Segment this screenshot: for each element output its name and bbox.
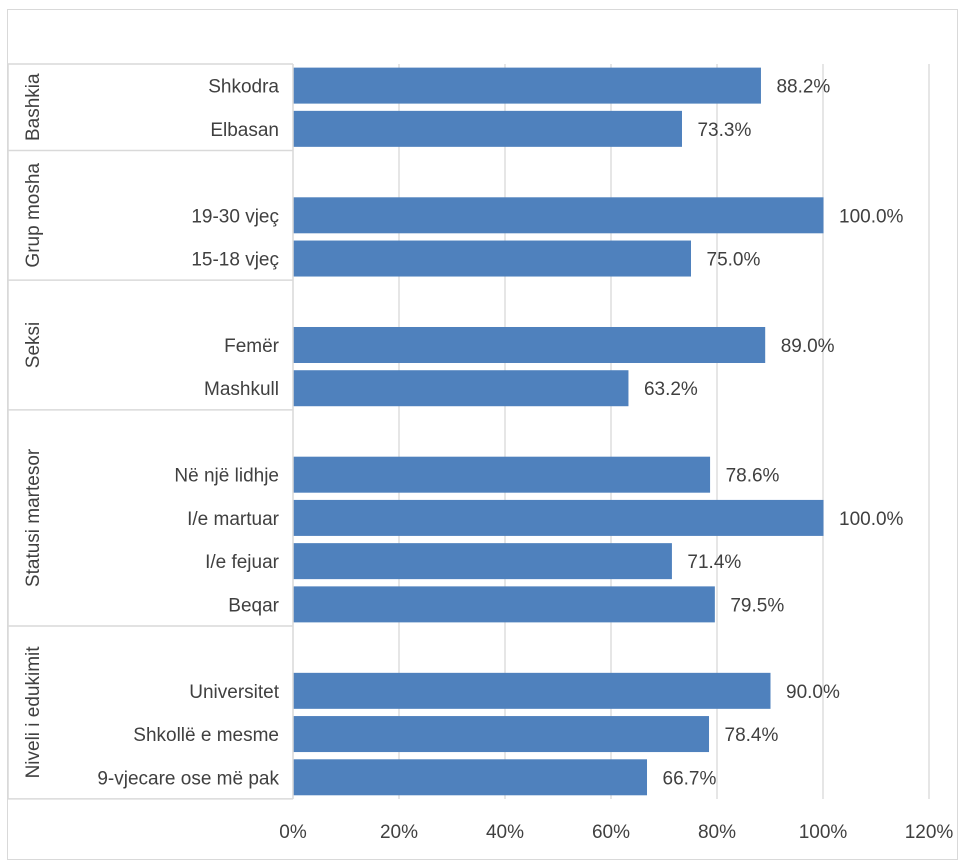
- group-labels: Bashkia Grup mosha Seksi Statusi martesor Ni…: [23, 73, 44, 778]
- category-label: 19-30 vjeç: [191, 206, 279, 227]
- data-label: 75.0%: [707, 250, 761, 271]
- bar: [293, 543, 672, 580]
- bar: [293, 67, 761, 104]
- category-label: Elbasan: [210, 120, 279, 141]
- bar: [293, 586, 715, 623]
- x-tick-label: 100%: [799, 822, 848, 843]
- group-label: Seksi: [23, 322, 44, 368]
- group-label: Niveli i edukimit: [23, 646, 44, 779]
- category-label: Universitet: [189, 682, 279, 703]
- data-label: 63.2%: [644, 379, 698, 400]
- category-label: 15-18 vjeç: [191, 250, 279, 271]
- data-label: 89.0%: [781, 336, 835, 357]
- x-tick-labels: 0% 20% 40% 60% 80% 100% 120%: [279, 822, 953, 843]
- data-label: 100.0%: [839, 509, 904, 530]
- value-labels: 88.2% 73.3% 100.0% 75.0% 89.0% 63.2% 78.6% 100.…: [644, 77, 904, 790]
- data-label: 79.5%: [730, 595, 784, 616]
- group-label: Bashkia: [23, 73, 44, 141]
- bar: [293, 370, 629, 407]
- data-label: 66.7%: [663, 768, 717, 789]
- category-label: Femër: [224, 336, 280, 357]
- category-label: Mashkull: [204, 379, 279, 400]
- bar: [293, 456, 711, 493]
- category-labels: Shkodra Elbasan 19-30 vjeç 15-18 vjeç Femër M…: [97, 77, 279, 790]
- data-label: 88.2%: [776, 77, 830, 98]
- category-label: Beqar: [228, 595, 279, 616]
- category-label: I/e fejuar: [205, 552, 280, 573]
- bars: [293, 67, 824, 796]
- x-tick-label: 120%: [905, 822, 954, 843]
- category-label: Shkodra: [208, 77, 279, 98]
- axis: [7, 63, 294, 800]
- bar: [293, 759, 648, 796]
- data-label: 100.0%: [839, 206, 904, 227]
- category-label: I/e martuar: [187, 509, 280, 530]
- data-label: 78.6%: [726, 466, 780, 487]
- category-label: 9-vjecare ose më pak: [97, 768, 279, 789]
- x-tick-label: 60%: [592, 822, 630, 843]
- category-label: Në një lidhje: [174, 466, 279, 487]
- x-tick-label: 80%: [698, 822, 736, 843]
- data-label: 78.4%: [725, 725, 779, 746]
- category-label: Shkollë e mesme: [133, 725, 279, 746]
- bar: [293, 197, 824, 234]
- x-tick-label: 20%: [380, 822, 418, 843]
- data-label: 90.0%: [786, 682, 840, 703]
- data-label: 71.4%: [687, 552, 741, 573]
- group-label: Statusi martesor: [23, 448, 44, 587]
- bar: [293, 672, 771, 709]
- bar: [293, 716, 710, 753]
- group-label: Grup mosha: [23, 163, 44, 268]
- bar: [293, 499, 824, 536]
- bar: [293, 240, 691, 277]
- bar: [293, 326, 766, 363]
- data-label: 73.3%: [697, 120, 751, 141]
- x-tick-label: 0%: [279, 822, 307, 843]
- x-tick-label: 40%: [486, 822, 524, 843]
- bar: [293, 110, 682, 147]
